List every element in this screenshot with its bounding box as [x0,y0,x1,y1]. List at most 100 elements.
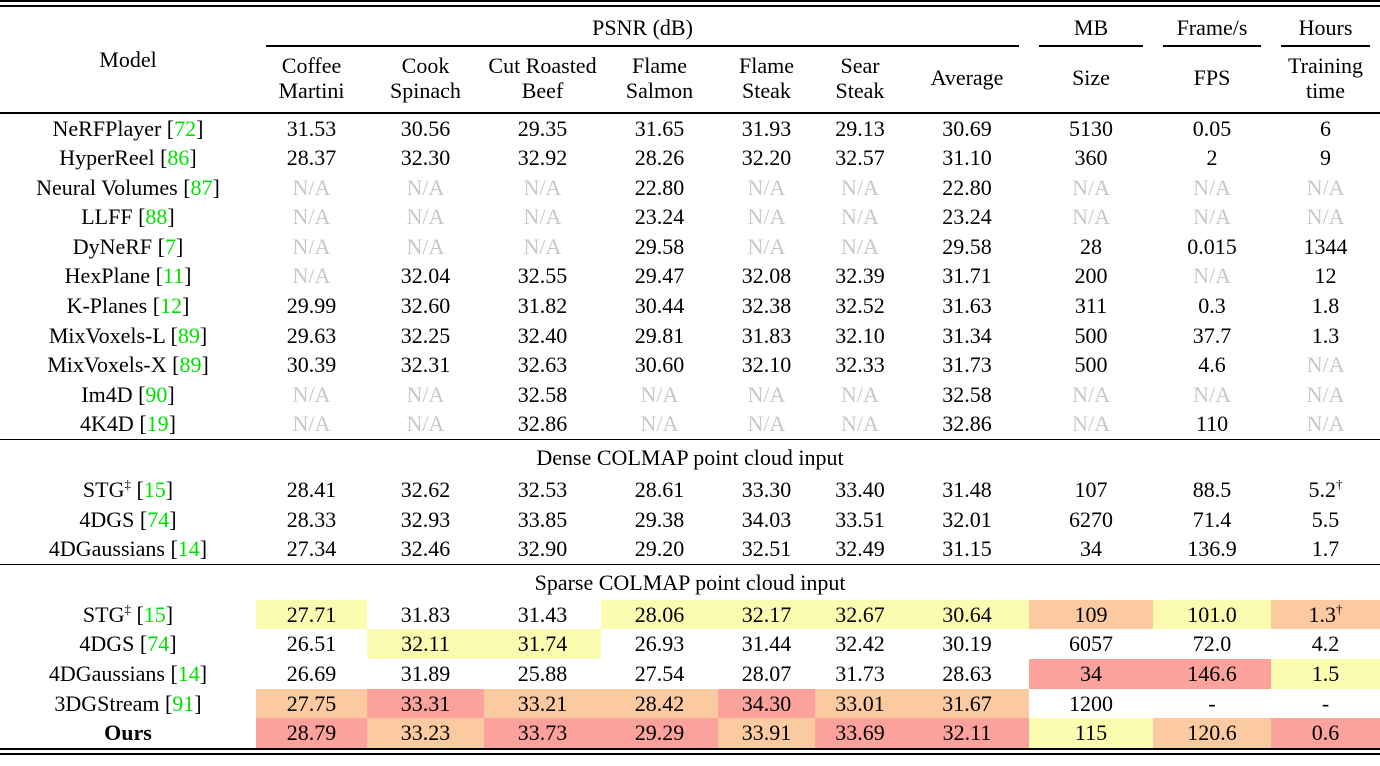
value-cell: N/A [1072,411,1110,437]
table-row: 4DGaussians [14] 26.69 31.89 25.88 27.54 28.0… [0,659,1380,689]
citation-ref[interactable]: 86 [167,145,190,171]
table-header: Model PSNR (dB) MB Frame/s Hours [0,8,1380,114]
value-cell: 28.41 [286,477,337,503]
value-cell: 28 [1080,233,1103,259]
value-cell: 6 [1320,115,1332,141]
value-cell: N/A [1072,174,1110,200]
model-cell: 4DGS [74] [79,631,177,657]
double-dagger-marker: ‡ [124,476,131,492]
citation-ref[interactable]: 14 [177,536,200,562]
value-cell: 30.56 [400,115,451,141]
value-cell: - [1208,690,1216,716]
citation-ref[interactable]: 14 [177,661,200,686]
citation-ref[interactable]: 91 [172,690,195,716]
value-cell: 0.6 [1271,718,1380,748]
model-cell: STG‡ [15] [82,601,174,627]
citation-ref[interactable]: 74 [147,631,170,657]
value-cell: 31.83 [741,322,792,348]
value-cell: 32.30 [400,145,451,171]
value-cell: 32.01 [942,506,992,532]
value-cell: 12 [1314,263,1337,289]
table-row: Neural Volumes [87] N/A N/A N/A 22.80 N/A N/A 2… [0,173,1380,203]
citation-ref[interactable]: 72 [174,115,197,141]
table-row: 3DGStream [91] 27.75 33.31 33.21 28.42 34.30 3… [0,688,1380,719]
value-cell: 26.93 [634,631,685,657]
value-cell: 29.13 [835,115,885,141]
value-cell: 9 [1320,145,1332,171]
fps-group-label: Frame/s [1176,15,1248,40]
table-row: NeRFPlayer [72] 31.53 30.56 29.35 31.65 31.93… [0,113,1380,144]
section-title: Sparse COLMAP point cloud input [0,563,1380,600]
table-row: STG‡ [15] 28.41 32.62 32.53 28.61 33.30 33.40 3… [0,475,1380,505]
model-cell: 4DGS [74] [79,506,177,532]
model-cell: K-Planes [12] [66,293,190,319]
citation-ref[interactable]: 11 [162,263,185,289]
value-cell: 22.80 [942,174,992,200]
value-cell: N/A [747,204,786,230]
citation-ref[interactable]: 15 [143,601,166,627]
value-cell: 33.23 [367,718,484,748]
value-cell: N/A [523,204,562,230]
value-cell: 33.51 [835,506,885,532]
value-cell: 29.99 [286,293,337,319]
value-cell: 32.62 [400,477,451,503]
value-cell: 32.58 [517,381,568,407]
citation-ref[interactable]: 89 [177,322,200,348]
value-cell: 34.30 [718,688,815,719]
table-row: Im4D [90] N/A N/A 32.58 N/A N/A N/A 32.58 N/A N/A… [0,380,1380,410]
value-cell: 30.64 [905,599,1030,630]
value-cell: N/A [1193,381,1231,407]
value-cell: N/A [406,411,445,437]
value-cell: 27.75 [256,688,367,719]
value-cell: 32.63 [517,352,568,378]
value-cell: 71.4 [1192,506,1232,532]
table-row: HyperReel [86] 28.37 32.30 32.92 28.26 32.20 3… [0,143,1380,173]
model-cell: 4K4D [19] [80,411,176,437]
citation-ref[interactable]: 89 [179,352,202,378]
value-cell: 28.26 [634,145,685,171]
fps-group-header: Frame/s [1153,8,1271,47]
citation-ref[interactable]: 87 [190,174,213,200]
value-cell: 146.6 [1153,659,1272,689]
value-cell: 30.60 [634,352,685,378]
value-cell: 34.03 [741,506,792,532]
value-cell: 30.39 [286,352,337,378]
mb-group-label: MB [1073,15,1109,40]
value-cell: 1.3† [1271,599,1380,630]
value-cell: 33.85 [517,506,568,532]
section-divider-row: Sparse COLMAP point cloud input [0,563,1380,600]
value-cell: 31.44 [741,631,792,657]
citation-ref[interactable]: 88 [145,204,168,230]
value-cell: N/A [841,381,879,407]
value-cell: N/A [747,381,786,407]
table-row: DyNeRF [7] N/A N/A N/A 29.58 N/A N/A 29.58 28 0.0… [0,232,1380,262]
citation-ref[interactable]: 19 [146,411,169,437]
citation-ref[interactable]: 15 [143,477,166,503]
value-cell: N/A [841,174,879,200]
psnr-group-rule [266,45,1020,47]
value-cell: N/A [292,263,331,289]
value-cell: 33.91 [718,718,815,748]
citation-ref[interactable]: 74 [147,506,170,532]
column-header: Size [1029,46,1154,114]
table-row: LLFF [88] N/A N/A N/A 23.24 N/A N/A 23.24 N/A N/A… [0,202,1380,232]
value-cell: 34 [1029,659,1154,689]
hours-group-rule [1281,45,1371,47]
value-cell: 32.10 [835,322,885,348]
mb-group-header: MB [1029,8,1153,47]
value-cell: 32.11 [905,718,1030,748]
model-cell: 4DGaussians [14] [48,661,208,686]
hours-group-header: Hours [1271,8,1380,47]
value-cell: 26.51 [286,631,337,657]
model-cell: DyNeRF [7] [72,233,184,259]
citation-ref[interactable]: 90 [145,381,168,407]
citation-ref[interactable]: 12 [160,293,183,319]
value-cell: 32.46 [400,536,451,562]
value-cell: 72.0 [1192,631,1232,657]
value-cell: 32.57 [835,145,885,171]
value-cell: 31.89 [400,661,451,686]
value-cell: N/A [292,174,331,200]
citation-ref[interactable]: 7 [164,233,176,259]
value-cell: 25.88 [517,661,568,686]
value-cell: 31.53 [286,115,337,141]
